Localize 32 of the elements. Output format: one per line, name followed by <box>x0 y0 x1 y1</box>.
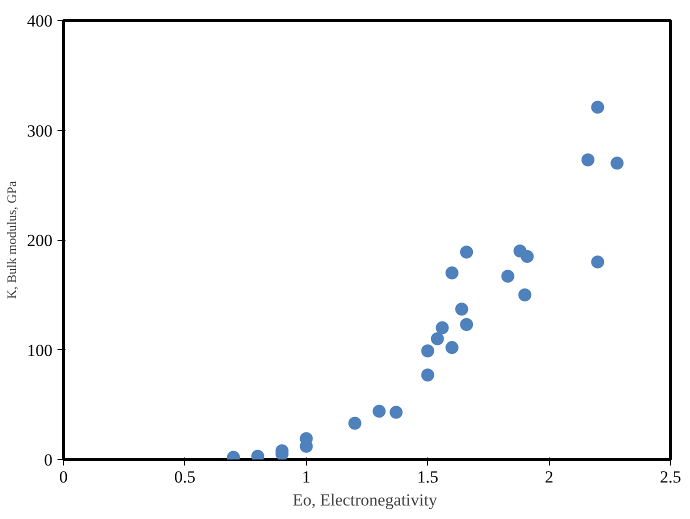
y-tick-label: 400 <box>27 12 52 30</box>
point <box>348 416 362 430</box>
y-axis-title: K, Bulk modulus, GPa <box>4 180 19 300</box>
point <box>518 288 532 302</box>
point <box>421 344 434 358</box>
point <box>390 406 403 419</box>
point <box>445 341 458 354</box>
x-axis-title: Eo, Electronegativity <box>292 490 438 510</box>
x-tick-label: 1 <box>302 468 311 486</box>
point <box>520 250 534 263</box>
point <box>372 404 386 418</box>
point <box>501 270 514 283</box>
x-tick-label: 0.5 <box>174 468 196 486</box>
y-tick-label: 100 <box>27 340 52 360</box>
point <box>421 368 434 382</box>
x-tick-label: 2.5 <box>660 468 682 486</box>
point <box>591 255 604 268</box>
point <box>436 321 449 334</box>
point <box>581 153 594 166</box>
point <box>445 266 458 280</box>
y-tick-label: 0 <box>44 450 52 470</box>
point <box>591 100 604 114</box>
point <box>455 302 468 316</box>
point <box>610 156 624 170</box>
x-tick-label: 1.5 <box>417 468 438 486</box>
point <box>430 332 444 346</box>
y-tick-label: 300 <box>27 121 52 140</box>
point <box>460 246 474 259</box>
x-tick-label: 2 <box>544 468 554 486</box>
y-tick-label: 200 <box>27 231 52 250</box>
point <box>460 318 474 331</box>
x-tick-label: 0 <box>59 468 68 486</box>
